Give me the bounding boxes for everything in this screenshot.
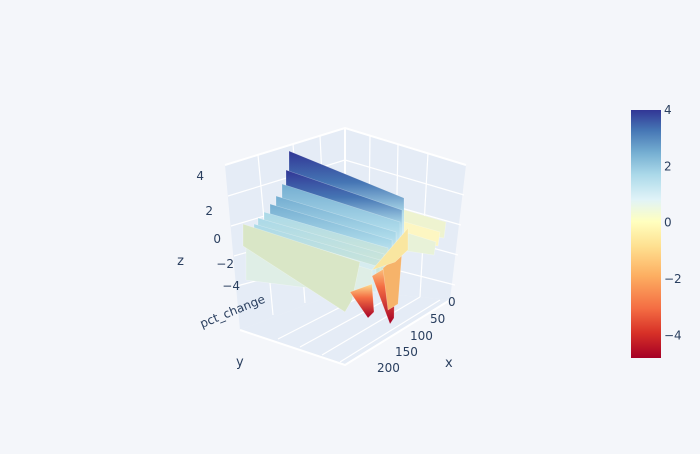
x-tick-label: 0: [448, 295, 456, 309]
z-tick-label: 4: [196, 169, 204, 183]
z-axis: 4 2 0 −2 −4 z: [177, 169, 240, 293]
floor-pane: [240, 290, 450, 365]
colorbar-tick-label: 4: [664, 103, 672, 117]
colorbar-tick-label: 0: [664, 216, 672, 230]
x-tick-label: 100: [410, 329, 433, 343]
colorbar-tick-label: −4: [664, 328, 682, 342]
x-axis-title: x: [445, 356, 453, 371]
x-tick-label: 50: [430, 312, 445, 326]
surface-fin-ridge: [371, 227, 409, 271]
surface-negative-spike: [349, 283, 375, 319]
surface-plot: [242, 150, 447, 325]
z-axis-title: z: [177, 254, 184, 269]
y-axis-title: y: [236, 355, 244, 370]
surface-fin-front: [242, 223, 361, 313]
colorbar-gradient: [631, 110, 661, 358]
z-tick-label: −4: [222, 279, 240, 293]
z-tick-label: 0: [213, 232, 221, 246]
colorbar-tick-label: −2: [664, 272, 682, 286]
x-axis: 0 50 100 150 200 x: [377, 295, 456, 375]
z-tick-label: −2: [216, 257, 234, 271]
colorbar: 4 2 0 −2 −4: [631, 103, 682, 358]
colorbar-tick-label: 2: [664, 159, 672, 173]
x-tick-label: 150: [395, 345, 418, 359]
x-tick-label: 200: [377, 361, 400, 375]
z-tick-label: 2: [205, 204, 213, 218]
